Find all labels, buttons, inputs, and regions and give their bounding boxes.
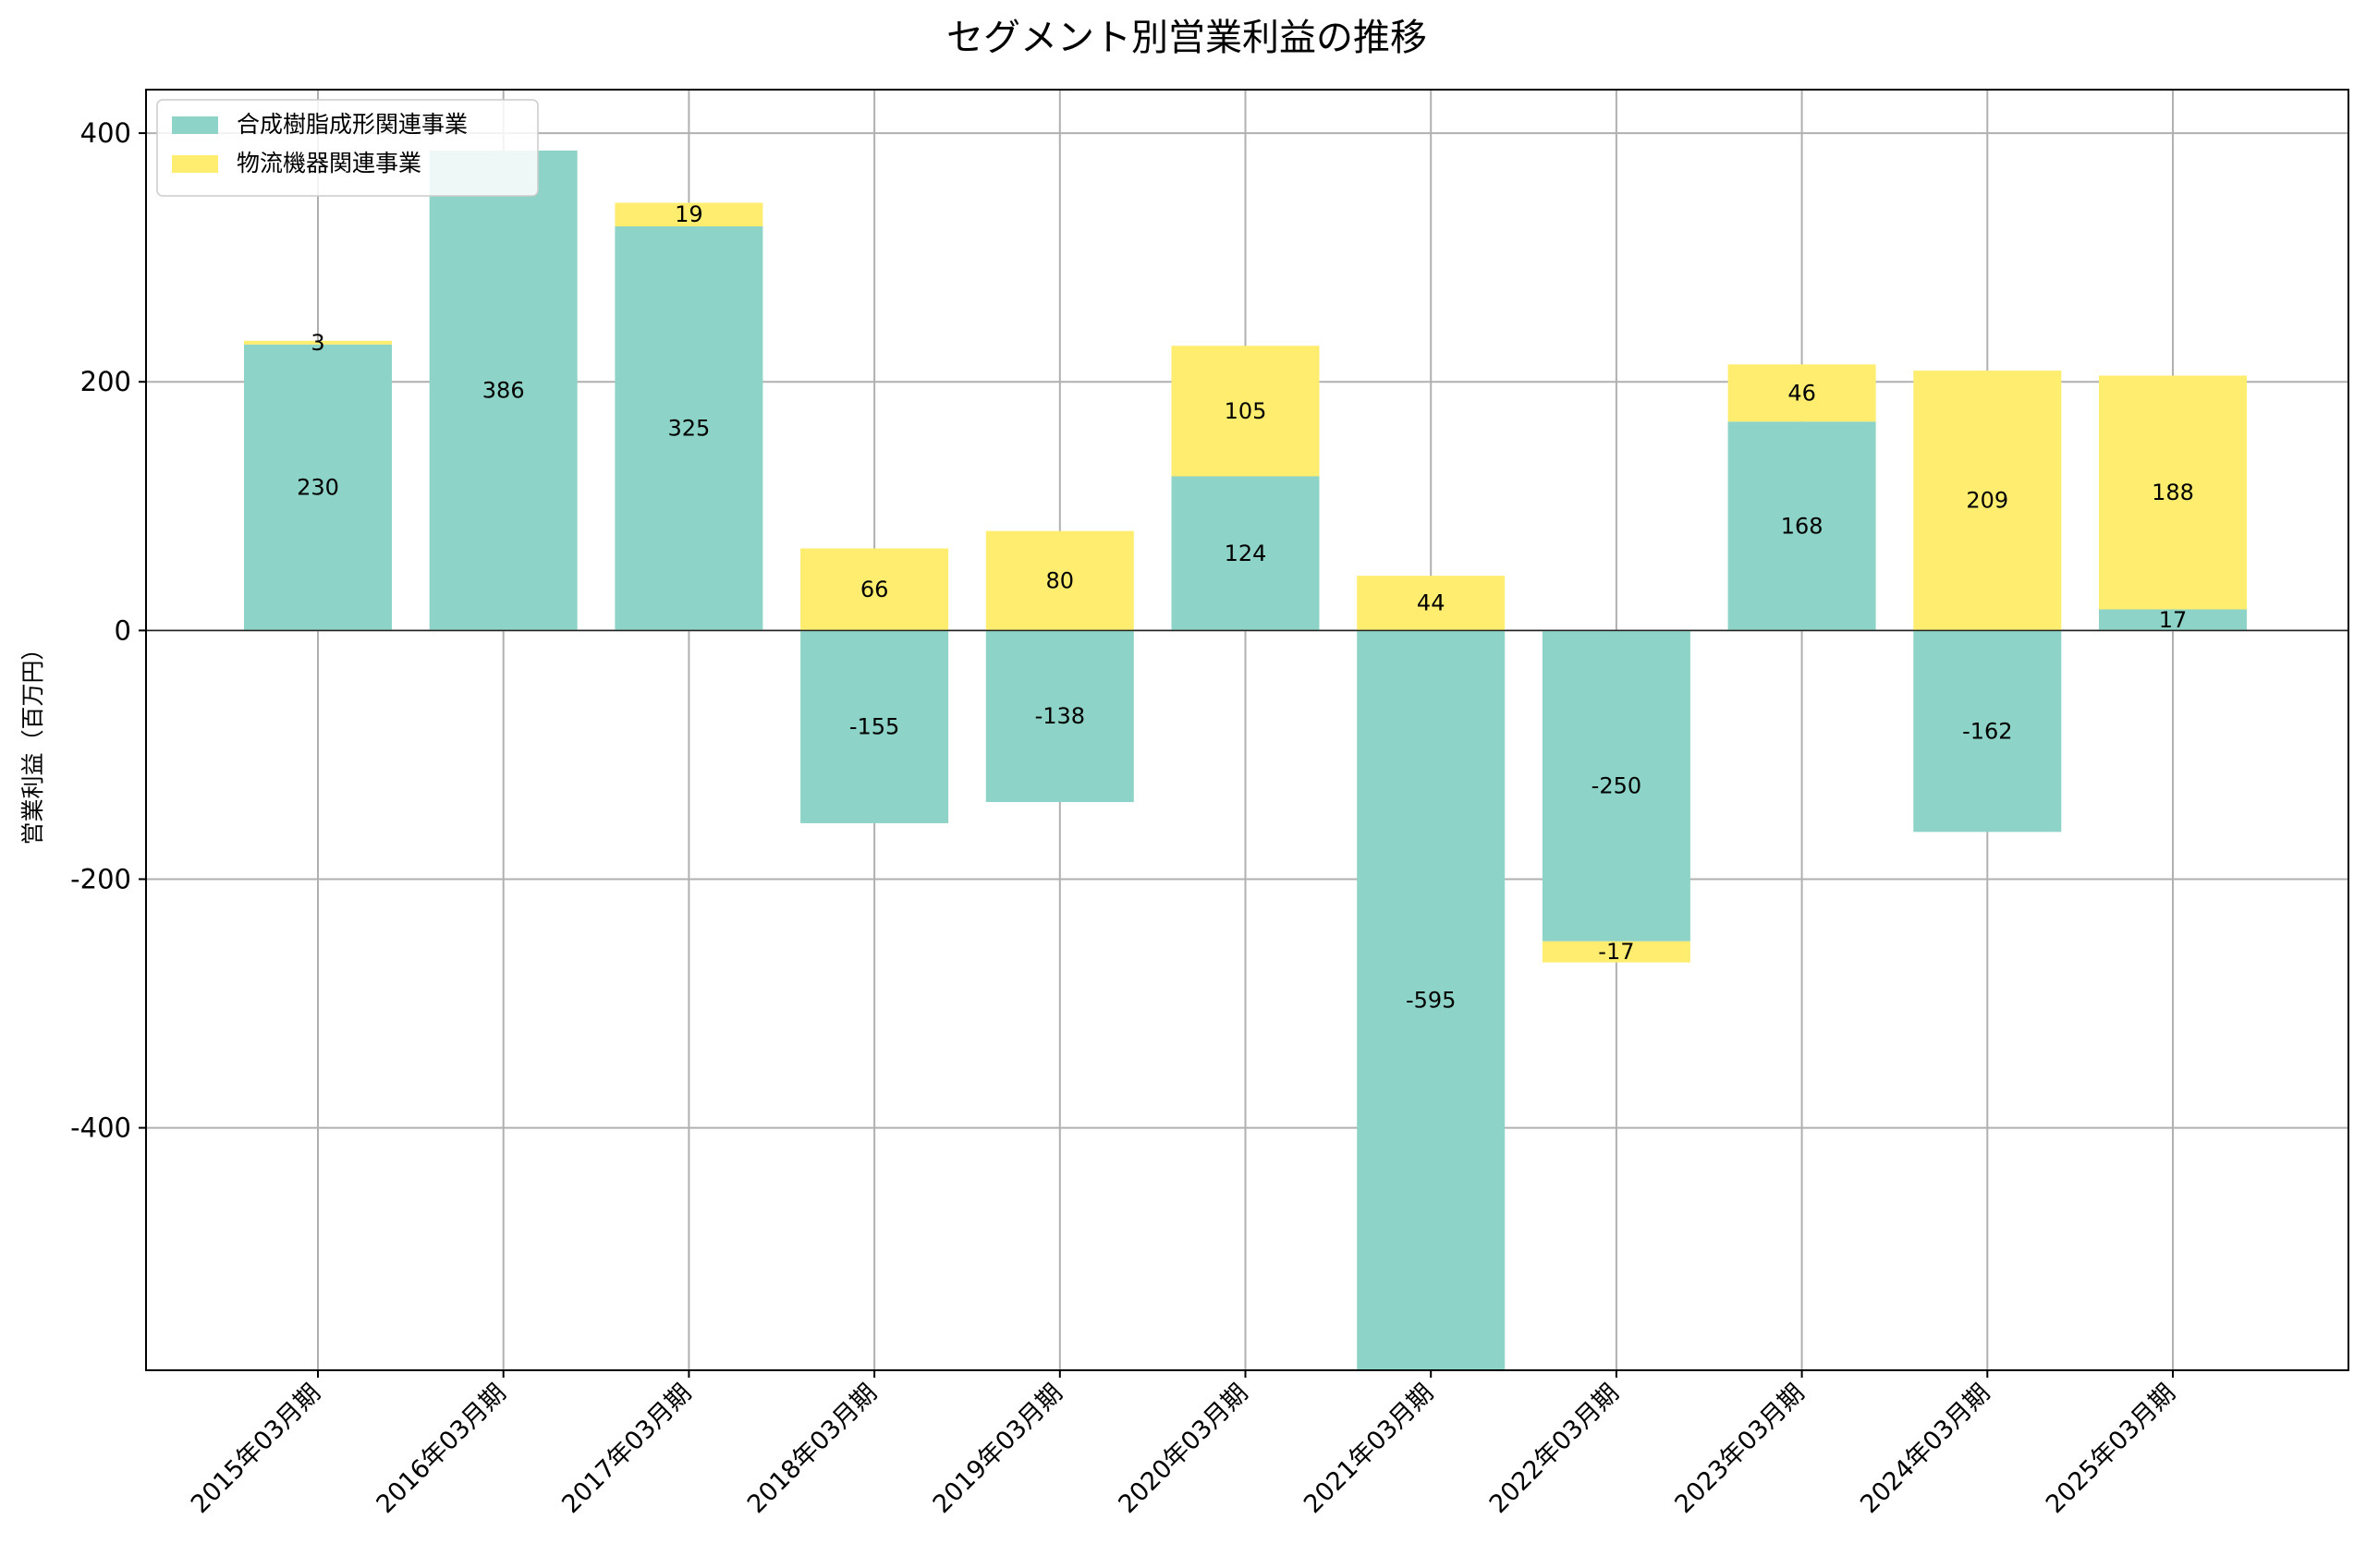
bar-segment [615,202,763,227]
data-label: 188 [2152,480,2194,505]
x-tick-label: 2021年03月期 [1299,1379,1439,1519]
data-label: 3 [311,330,324,356]
data-label: 46 [1787,380,1816,406]
bar-segment [244,344,392,631]
bar-segment [1542,941,1690,963]
x-tick-label: 2022年03月期 [1484,1379,1625,1519]
bar-segment [985,630,1134,803]
data-label: -17 [1598,939,1634,965]
bar-segment [1171,346,1320,477]
data-label: 80 [1046,568,1075,594]
bar-segment [1357,576,1506,631]
chart-title: セグメント別営業利益の推移 [946,17,1427,59]
bar-segment [2099,375,2247,610]
data-label: -138 [1035,703,1085,729]
data-label: 209 [1966,488,2008,514]
data-label: 17 [2159,607,2188,633]
bar-segment [429,150,578,631]
data-label: -595 [1406,988,1456,1014]
data-label: 124 [1225,541,1267,566]
data-label: -250 [1592,773,1641,799]
bar-segment [800,630,949,823]
bar-segment [1727,364,1876,422]
x-tick-label: 2019年03月期 [928,1379,1068,1519]
x-tick-label: 2018年03月期 [742,1379,883,1519]
legend-box [156,99,539,197]
bar-segment [1913,630,2062,833]
data-labels: 230 386 325 -155 -138 124 -595 -250 168 -162 17 3 19… [297,201,2194,1013]
x-tick-label: 2020年03月期 [1113,1379,1253,1519]
bar-segment [615,226,763,631]
data-label: 386 [482,378,525,404]
bar-segment [985,530,1134,631]
x-tick-label: 2017年03月期 [556,1379,697,1519]
plot-frame [145,89,2349,1371]
bar-segment [800,548,949,631]
bar-segment [1727,421,1876,631]
x-tick-label: 2015年03月期 [186,1379,326,1519]
x-tick-label: 2016年03月期 [372,1379,512,1519]
data-label: -155 [849,714,899,740]
x-tick-label: 2025年03月期 [2041,1379,2181,1519]
y-tick-label: 0 [115,614,131,646]
bar-segment [244,340,392,345]
x-tick-label: 2023年03月期 [1669,1379,1810,1519]
data-label: 168 [1781,513,1823,539]
data-label: 105 [1225,398,1267,424]
y-tick-label: -200 [70,863,131,894]
bar-segment [1542,630,1690,942]
x-tick-label: 2024年03月期 [1855,1379,1995,1519]
legend-label: 物流機器関連事業 [237,150,421,176]
bar-segment [2099,609,2247,631]
data-label: 19 [675,201,703,227]
y-axis-label: 営業利益（百万円） [19,637,46,845]
y-tick-label: 400 [80,117,131,149]
bar-segment [1913,371,2062,631]
legend-swatch [172,155,218,173]
legend-swatch [172,116,218,134]
y-tick-label: 200 [80,366,131,397]
data-label: -162 [1962,718,2012,744]
data-label: 230 [297,475,339,501]
data-label: 66 [860,577,889,602]
bar-segment [1171,476,1320,631]
data-label: 325 [667,416,710,442]
bar-segment [1357,630,1506,1370]
data-label: 44 [1417,590,1445,616]
y-tick-label: -400 [70,1112,131,1144]
legend-label: 合成樹脂成形関連事業 [237,111,468,138]
bars [244,150,2247,1370]
